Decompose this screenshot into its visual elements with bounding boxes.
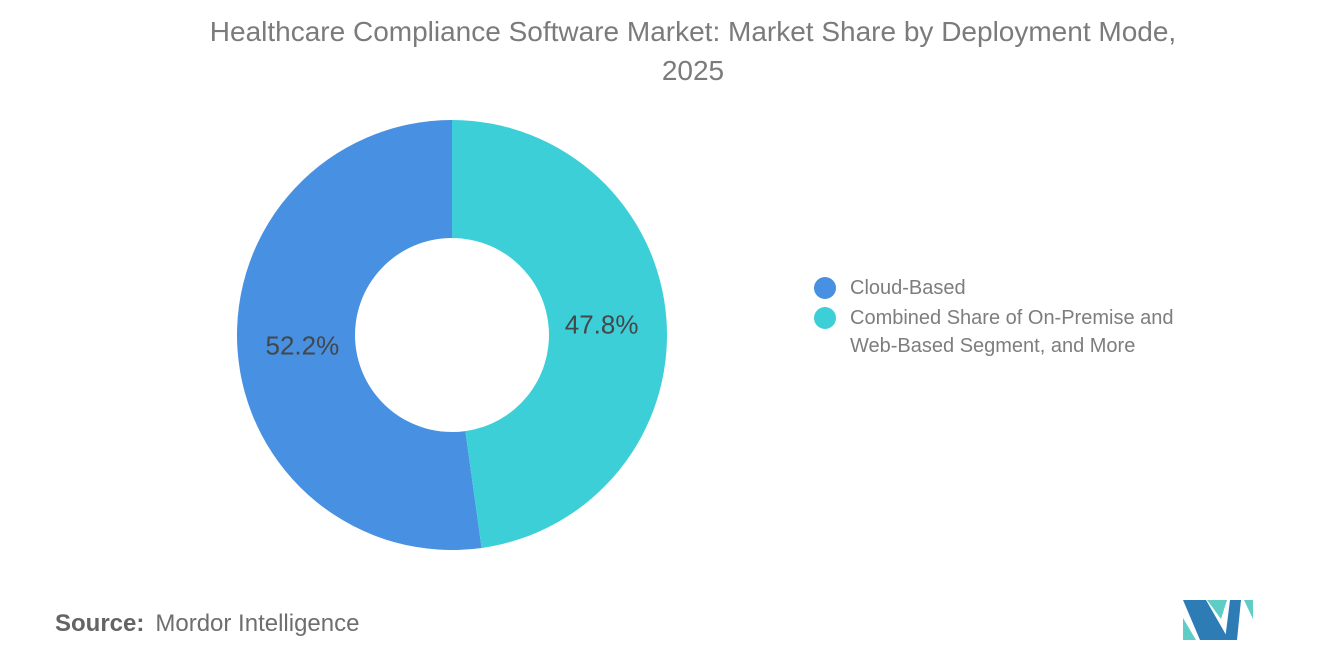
logo-shape <box>1225 600 1241 640</box>
legend: Cloud-Based Combined Share of On-Premise… <box>814 274 1198 360</box>
legend-marker-icon <box>814 307 836 329</box>
donut-chart: 52.2% 47.8% <box>237 120 667 550</box>
legend-item-label: Combined Share of On-Premise and Web-Bas… <box>850 307 1174 357</box>
source-value: Mordor Intelligence <box>155 610 360 637</box>
logo-shape <box>1183 600 1229 640</box>
logo-shape <box>1207 600 1227 619</box>
chart-title-line-1: Healthcare Compliance Software Market: M… <box>209 16 1177 47</box>
legend-item-label: Cloud-Based <box>850 277 966 299</box>
slice-data-label: 52.2% <box>265 330 339 360</box>
slice-data-label: 47.8% <box>565 310 639 340</box>
slice-combined-share[interactable] <box>452 120 667 548</box>
legend-item-on-premise-web-based[interactable]: Combined Share of On-Premise and Web-Bas… <box>814 304 1198 360</box>
source-note: Source: Mordor Intelligence <box>55 610 359 638</box>
slice-cloud-based[interactable] <box>237 120 482 550</box>
source-label: Source: <box>55 610 145 637</box>
chart-title-line-2: 2025 <box>661 55 725 86</box>
mordor-intelligence-logo <box>1183 600 1253 640</box>
chart-title: Healthcare Compliance Software Market: M… <box>66 12 1320 90</box>
logo-shape <box>1183 618 1196 640</box>
legend-item-cloud-based[interactable]: Cloud-Based <box>814 274 1198 302</box>
legend-marker-icon <box>814 277 836 299</box>
logo-shape <box>1244 600 1253 619</box>
